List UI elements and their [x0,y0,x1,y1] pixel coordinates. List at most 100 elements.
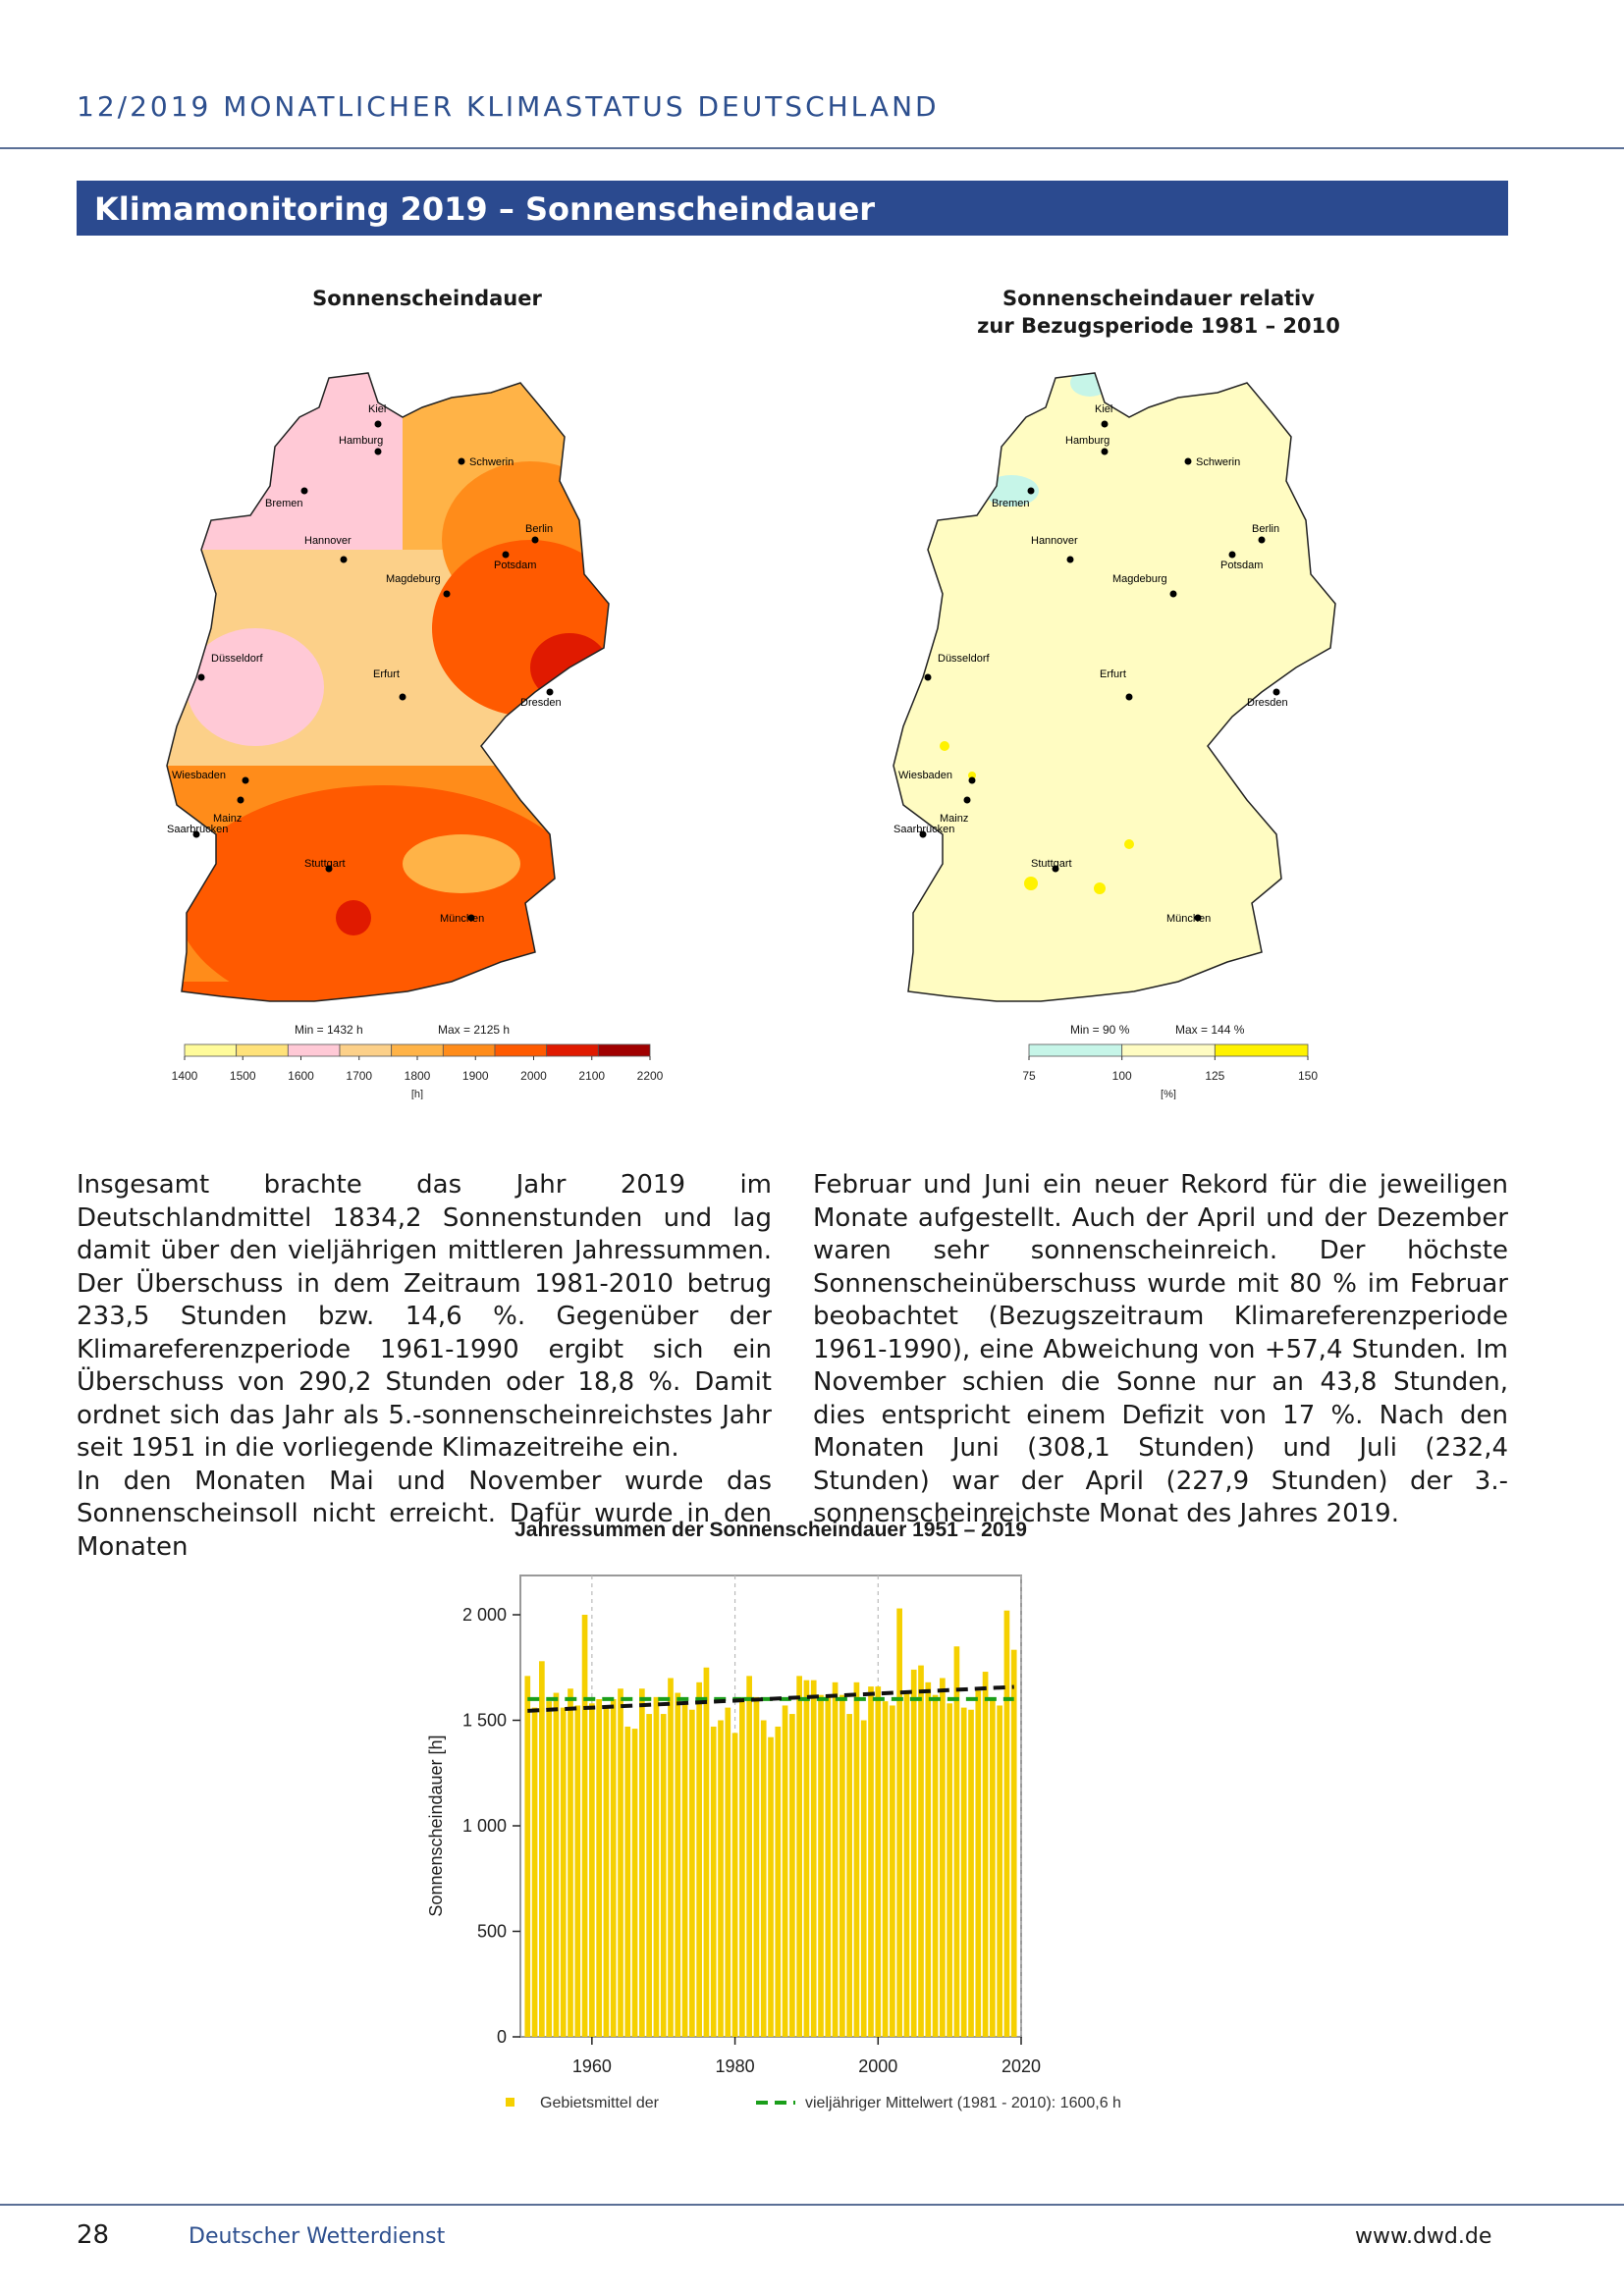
city-dot [443,590,451,598]
bar-1956 [560,1707,567,2037]
bar-1975 [696,1682,702,2037]
y-tick-label: 0 [497,2027,507,2047]
map-right-min: Min = 90 % [1070,1023,1130,1037]
city-dot [1027,487,1035,495]
bar-1969 [653,1696,660,2037]
sunshine-chart: Jahressummen der Sonnenscheindauer 1951 … [426,1519,1121,2115]
section-title: Klimamonitoring 2019 – Sonnenscheindauer [94,190,876,228]
colorbar-segment [391,1043,444,1057]
bar-1957 [568,1688,573,2037]
map-right-title: Sonnenscheindauer relativ zur Bezugsperi… [943,285,1375,340]
city-label: Erfurt [1100,668,1126,680]
city-label: Düsseldorf [211,653,264,665]
map-right-title-line2: zur Bezugsperiode 1981 – 2010 [977,314,1340,338]
bar-1996 [846,1714,852,2037]
city-label: Hannover [304,535,352,547]
colorbar-segment [1214,1043,1309,1057]
city-label: Magdeburg [1112,573,1167,585]
city-label: Berlin [1252,523,1279,535]
city-label: Dresden [1247,697,1288,709]
city-label: Stuttgart [1031,858,1072,870]
bar-1980 [731,1733,738,2037]
bar-1977 [710,1726,717,2037]
city-label: Bremen [265,498,303,509]
bar-1965 [624,1726,631,2037]
bar-1984 [760,1720,767,2037]
city-dot [399,693,406,701]
body-column-left: Insgesamt brachte das Jahr 2019 im Deuts… [77,1169,772,1564]
bar-1985 [768,1736,774,2037]
colorbar-tick-label: 1400 [172,1069,198,1083]
colorbar-segment [546,1043,599,1057]
city-label: Bremen [992,498,1030,509]
city-dot [374,420,382,428]
colorbar-tick-label: 2200 [637,1069,664,1083]
colorbar-tick-label: 1900 [462,1069,489,1083]
x-tick-label: 2020 [1001,2056,1041,2076]
bar-2016 [990,1699,996,2037]
colorbar-tick-label: 2100 [578,1069,605,1083]
city-label: Berlin [525,523,553,535]
city-label: Wiesbaden [898,770,952,781]
colorbar-segment [287,1043,341,1057]
city-label: Schwerin [1196,456,1240,468]
bar-2015 [982,1672,989,2037]
footer-organization: Deutscher Wetterdienst [189,2224,446,2249]
colorbar-segment [1028,1043,1123,1057]
city-dot [467,914,475,922]
colorbar-tick-label: 125 [1205,1069,1224,1083]
bar-1967 [639,1688,645,2037]
colorbar-segment [597,1043,651,1057]
trend-line [527,1684,1014,1713]
bar-1987 [782,1705,788,2037]
bar-1952 [531,1707,538,2037]
y-tick-label: 500 [477,1922,507,1942]
legend-mean-label: vieljähriger Mittelwert (1981 - 2010): 1… [805,2095,1121,2111]
bar-1993 [825,1694,832,2037]
colorbar-segment [1121,1043,1216,1057]
colorbar-segment [184,1043,238,1057]
city-label: Stuttgart [304,858,346,870]
city-label: Potsdam [1220,560,1263,571]
city-dot [1169,590,1177,598]
bar-1981 [739,1701,745,2037]
bar-2010 [947,1703,952,2037]
city-label: Mainz [213,813,242,825]
colorbar-segment [339,1043,393,1057]
colorbar-tick-label: 150 [1298,1069,1318,1083]
bar-1955 [553,1692,560,2037]
city-dot [1272,688,1280,696]
bar-1997 [853,1682,860,2037]
city-label: Erfurt [373,668,400,680]
map-left-min: Min = 1432 h [295,1023,363,1037]
bar-2019 [1010,1649,1017,2037]
bar-1964 [618,1688,623,2037]
legend-trend-label: linearer Trend (1951 - 2019): +113,0 h [805,2114,1070,2115]
bar-2009 [940,1678,946,2037]
city-dot [968,776,976,784]
bar-1970 [660,1714,667,2037]
colorbar-unit: [h] [411,1089,423,1099]
city-label: Wiesbaden [172,770,226,781]
city-dot [1194,914,1202,922]
map-right-colorbar: 75 100 125 150 [%] [1022,1043,1318,1099]
city-dot [531,536,539,544]
bar-1998 [860,1720,867,2037]
legend-bar-label-2: Sonnenscheindauer [540,2114,680,2115]
bar-1992 [818,1694,824,2037]
bar-2001 [882,1701,889,2037]
bar-1951 [524,1676,531,2037]
bar-1954 [546,1701,552,2037]
bar-1963 [610,1699,617,2037]
colorbar-segment [442,1043,496,1057]
city-dot [1184,457,1192,465]
city-dot [325,865,333,873]
city-dot [197,673,205,681]
bar-1966 [631,1729,638,2037]
city-label: Saarbrücken [893,824,954,835]
bar-1961 [596,1699,602,2037]
city-dot [237,796,244,804]
bar-1995 [839,1694,845,2037]
colorbar-segment [494,1043,548,1057]
x-tick-label: 2000 [858,2056,897,2076]
